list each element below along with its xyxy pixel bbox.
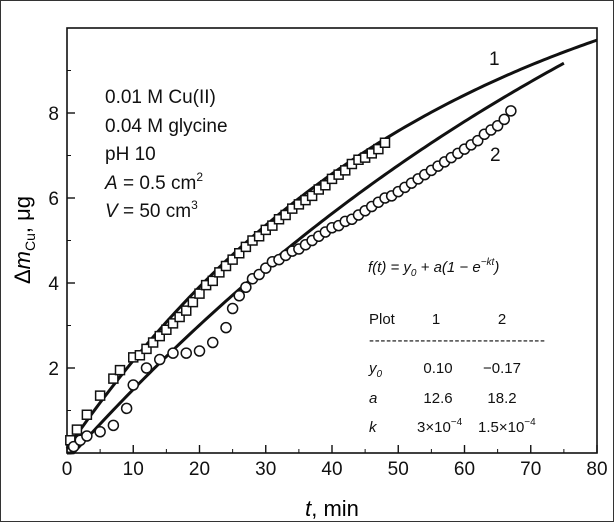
x-tick-label: 50 xyxy=(388,459,409,480)
series-1-point xyxy=(267,220,278,231)
series-2-point xyxy=(498,113,510,126)
data-points xyxy=(65,105,517,453)
series-2-point xyxy=(120,402,133,415)
row-k-param: k xyxy=(369,419,378,436)
y-axis-label: ΔmCu, μg xyxy=(10,196,38,284)
condition-volume: V = 50 cm3 xyxy=(105,198,198,222)
axis-ticks: 0 10 20 30 40 50 60 70 80 2 4 6 8 xyxy=(48,70,608,480)
series-1-point xyxy=(81,409,93,420)
series-1-point xyxy=(174,311,185,323)
parameter-table: Plot 1 2 -------------------------------… xyxy=(368,311,545,436)
y-tick-label: 6 xyxy=(48,189,59,210)
series-1-point xyxy=(220,260,232,272)
y-tick-label: 2 xyxy=(48,359,59,380)
series-1-point xyxy=(253,231,265,242)
x-tick-label: 80 xyxy=(586,459,607,480)
series-1-point xyxy=(234,248,245,259)
series-1-point xyxy=(340,165,351,176)
series-2-point xyxy=(167,347,179,359)
condition-area: A = 0.5 cm2 xyxy=(104,170,203,194)
table-header-1: 1 xyxy=(432,311,440,328)
series-1-point xyxy=(214,267,225,278)
series-1-point xyxy=(114,364,126,376)
series-1-point xyxy=(227,254,238,265)
series-2-point xyxy=(240,281,252,293)
series-2-point xyxy=(140,362,153,374)
x-tick-label: 30 xyxy=(255,459,276,480)
row-y0-param: y0 xyxy=(368,360,383,380)
table-header-plot: Plot xyxy=(369,311,396,328)
series-1-point xyxy=(94,390,106,401)
series-1-point xyxy=(71,424,83,435)
row-k-value-1: 3×10−4 xyxy=(417,417,463,436)
x-tick-label: 70 xyxy=(520,459,541,480)
y-axis-label-group: ΔmCu, μg xyxy=(10,196,38,284)
series-1-point xyxy=(154,330,165,342)
row-a-param: a xyxy=(369,390,377,407)
series-1-point xyxy=(379,137,391,148)
series-1-point xyxy=(373,143,384,155)
condition-glycine: 0.04 M glycine xyxy=(105,116,228,137)
series-2-point xyxy=(220,321,232,334)
series-2-point xyxy=(127,379,139,391)
series-1-point xyxy=(194,288,205,299)
series-1-point xyxy=(108,373,119,384)
series-1-point xyxy=(306,190,318,202)
fit-curve-2 xyxy=(67,61,565,455)
series-2-point xyxy=(154,353,166,366)
series-1-point xyxy=(181,305,192,316)
series-1-point xyxy=(141,343,152,355)
series-2-label: 2 xyxy=(490,145,501,166)
series-1-point xyxy=(187,296,199,308)
row-y0-value-1: 0.10 xyxy=(423,360,452,377)
condition-ph: pH 10 xyxy=(105,144,156,165)
row-y0-value-2: −0.17 xyxy=(483,360,521,377)
series-1-point xyxy=(280,209,291,221)
fit-formula: f(t) = y0 + a(1 − e−kt) xyxy=(368,257,499,279)
x-tick-label: 60 xyxy=(454,459,475,480)
x-tick-label: 20 xyxy=(189,459,210,480)
series-1-point xyxy=(207,275,218,287)
x-tick-label: 10 xyxy=(123,459,144,480)
series-1-label: 1 xyxy=(489,49,500,70)
row-k-value-2: 1.5×10−4 xyxy=(478,417,536,436)
table-separator: ------------------------------- xyxy=(369,332,545,349)
series-2-point xyxy=(193,345,206,357)
x-axis-label: t, min xyxy=(305,496,359,521)
series-2-point xyxy=(94,426,106,438)
series-1-point xyxy=(167,318,179,329)
x-tick-label: 0 xyxy=(62,459,73,480)
series-2-point xyxy=(107,419,120,432)
y-tick-label: 8 xyxy=(48,104,59,125)
condition-copper: 0.01 M Cu(II) xyxy=(105,87,216,108)
series-2-point xyxy=(81,430,93,442)
series-2-point xyxy=(505,105,517,117)
series-1-point xyxy=(161,324,172,335)
table-header-2: 2 xyxy=(498,311,506,328)
series-1-point xyxy=(147,337,159,348)
series-2-point xyxy=(226,302,239,315)
series-1-point xyxy=(134,350,146,361)
row-a-value-1: 12.6 xyxy=(423,390,452,407)
series-2-point xyxy=(207,336,219,349)
x-tick-label: 40 xyxy=(321,459,342,480)
series-1-point xyxy=(240,241,252,253)
series-2-point xyxy=(180,347,192,359)
row-a-value-2: 18.2 xyxy=(487,390,516,407)
series-1-point xyxy=(320,180,331,191)
series-2-point xyxy=(233,290,245,302)
conditions-block: 0.01 M Cu(II) 0.04 M glycine pH 10 A = 0… xyxy=(104,87,228,222)
y-tick-label: 4 xyxy=(48,274,59,295)
